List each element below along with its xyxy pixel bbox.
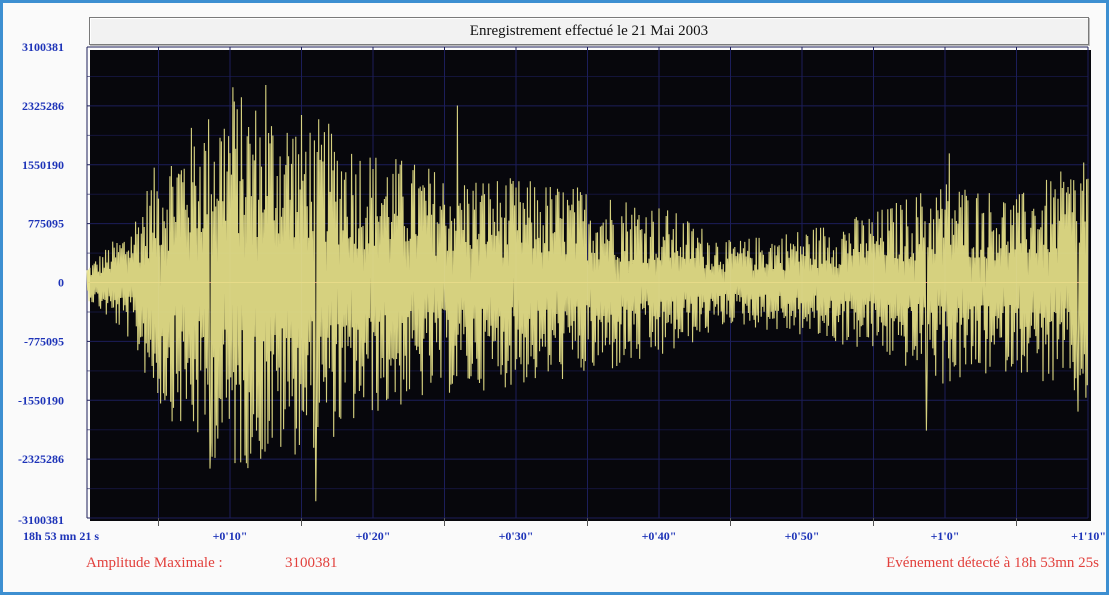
signal-trace [86,84,1089,502]
y-tick-label: 775095 [28,217,64,231]
y-tick-label: 3100381 [22,40,64,54]
x-tick-label: 18h 53 mn 21 s [23,529,99,543]
signal-series [86,84,1089,502]
x-tick-label: +1'0" [931,529,960,543]
event-detected-text: Evénement détecté à 18h 53mn 25s [886,555,1099,571]
x-tick-label: +0'30" [499,529,534,543]
y-tick-label: -775095 [24,334,64,348]
y-tick-label: 1550190 [22,158,64,172]
x-tick-label: +0'50" [785,529,820,543]
x-axis-ticks: 18h 53 mn 21 s +0'10" +0'20" +0'30" +0'40" +0… [23,518,1106,543]
x-tick-label: +0'20" [356,529,391,543]
amplitude-max-value: 3100381 [285,555,338,571]
chart-title: Enregistrement effectué le 21 Mai 2003 [89,17,1089,45]
y-tick-label: -3100381 [18,513,64,527]
amplitude-max-label: Amplitude Maximale : [86,555,223,571]
x-tick-label: +1'10" [1071,529,1106,543]
y-tick-label: -1550190 [18,393,64,407]
y-tick-label: 0 [58,276,64,290]
x-tick-label: +0'10" [213,529,248,543]
x-tick-label: +0'40" [642,529,677,543]
y-axis-ticks: 3100381 2325286 1550190 775095 0 -775095 -1550… [18,40,64,527]
y-tick-label: -2325286 [18,452,64,466]
y-tick-label: 2325286 [22,99,64,113]
